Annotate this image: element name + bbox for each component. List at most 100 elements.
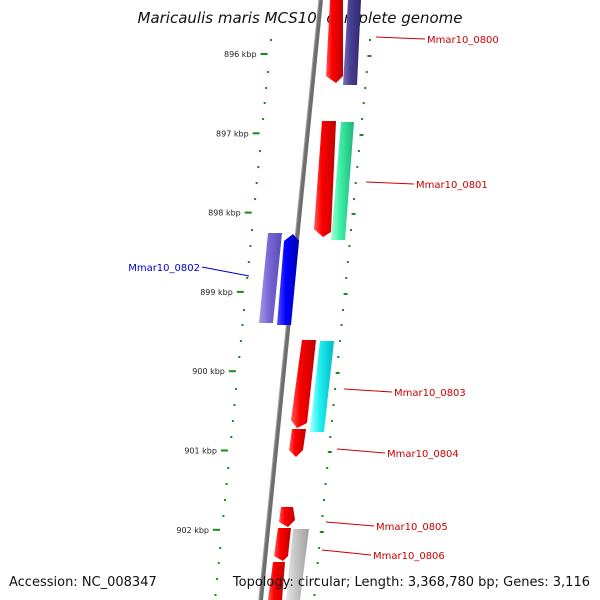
tick-dot [266, 71, 269, 73]
tick-dot [321, 515, 324, 517]
major-tick [260, 53, 268, 55]
major-tick [228, 370, 236, 373]
tick-dot [338, 340, 341, 342]
tick-dot [369, 39, 371, 41]
accession-text: Accession: NC_008347 [9, 575, 157, 590]
major-tick [220, 449, 228, 452]
tick-dot [361, 118, 364, 120]
gene-leader-line [336, 448, 386, 454]
tick-dot [362, 102, 365, 104]
tick-dot [227, 467, 230, 469]
gene-mmar10-0801-gene[interactable] [331, 122, 354, 240]
tick-dot [239, 340, 242, 342]
map-title: Maricaulis maris MCS10, complete genome [137, 9, 463, 27]
tick-dot [316, 562, 319, 564]
tick-dot [219, 547, 222, 549]
tick-dot [257, 166, 260, 168]
gene-leader-line [343, 388, 393, 393]
tick-dot [353, 198, 356, 200]
tick-dot [354, 182, 357, 184]
gene-red-cds-partial [268, 562, 285, 600]
tick-dot [335, 372, 340, 374]
tick-dot [315, 578, 318, 580]
tick-dot [255, 182, 258, 184]
tick-dot [243, 309, 245, 311]
tick-dot [258, 150, 261, 152]
tick-dot [351, 213, 356, 215]
gene-mmar10-0806-gene[interactable] [286, 529, 309, 600]
tick-label: 900 kbp [192, 367, 225, 376]
tick-dot [214, 594, 217, 596]
tick-dot [247, 261, 250, 263]
tick-dot [222, 515, 225, 517]
tick-dot [216, 578, 219, 580]
tick-label: 899 kbp [200, 288, 233, 297]
tick-dot [348, 245, 351, 247]
tick-dot [262, 118, 265, 120]
tick-dot [330, 420, 333, 422]
tick-dot [326, 467, 329, 469]
tick-dot [233, 404, 236, 406]
tick-dot [241, 324, 244, 326]
tick-dot [313, 594, 316, 596]
gene-mmar10-0802-gene[interactable] [259, 233, 282, 323]
tick-dot [356, 166, 359, 168]
major-tick [252, 132, 260, 135]
gene-label[interactable]: Mmar10_0801 [416, 180, 488, 191]
tick-dot [318, 547, 321, 549]
gene-label[interactable]: Mmar10_0804 [387, 449, 459, 460]
major-tick [213, 528, 221, 531]
gene-label[interactable]: Mmar10_0802 [128, 263, 200, 274]
tick-dot [319, 531, 324, 533]
tick-dot [350, 229, 352, 231]
gene-leader-line [365, 181, 415, 185]
tick-dot [263, 102, 266, 104]
tick-dot [329, 436, 332, 438]
tick-dot [230, 436, 233, 438]
gene-mmar10-0803-gene[interactable] [310, 341, 334, 432]
tick-dot [332, 404, 335, 406]
gene-leader-line [321, 549, 372, 556]
gene-mmar10-0805-cds[interactable] [279, 507, 295, 527]
gene-label[interactable]: Mmar10_0803 [394, 388, 466, 399]
tick-dot [235, 388, 238, 390]
tick-dot [345, 277, 348, 279]
gene-mmar10-0800-gene[interactable] [343, 0, 361, 85]
tick-dot [265, 87, 268, 89]
tick-dot [225, 483, 228, 485]
gene-labels: Mmar10_0800 Mmar10_0801 Mmar10_0802 Mmar10_… [128, 35, 499, 562]
tick-dot [270, 39, 272, 41]
tick-dot [323, 499, 325, 501]
tick-dot [337, 356, 340, 358]
tick-label: 898 kbp [208, 209, 241, 218]
gene-label[interactable]: Mmar10_0805 [376, 522, 448, 533]
gene-mmar10-0806-cds[interactable] [274, 528, 291, 561]
gene-leader-line [325, 521, 375, 527]
gene-mmar10-0801-cds[interactable] [314, 121, 336, 237]
gene-label[interactable]: Mmar10_0800 [427, 35, 499, 46]
right-tick-track [313, 39, 372, 596]
gene-mmar10-0800-cds[interactable] [326, 0, 343, 83]
gene-leader-line [375, 36, 426, 40]
tick-label: 896 kbp [224, 50, 257, 59]
tick-label: 897 kbp [216, 129, 249, 138]
tick-dot [324, 483, 327, 485]
tick-dot [357, 150, 360, 152]
tick-label: 901 kbp [184, 447, 217, 456]
gene-leader-line [201, 266, 250, 277]
tick-dot [238, 356, 241, 358]
tick-dot [342, 309, 344, 311]
tick-dot [364, 87, 367, 89]
tick-dot [217, 562, 220, 564]
tick-dot [340, 324, 343, 326]
tick-dot [246, 277, 249, 279]
gene-label[interactable]: Mmar10_0806 [373, 551, 445, 562]
tick-dot [251, 229, 253, 231]
gene-mmar10-0802-cds[interactable] [277, 234, 299, 325]
gene-mmar10-0803-cds[interactable] [291, 340, 316, 428]
tick-dot [249, 245, 252, 247]
tick-dot [327, 451, 332, 453]
gene-mmar10-0804-cds[interactable] [289, 429, 306, 457]
tick-dot [254, 198, 257, 200]
